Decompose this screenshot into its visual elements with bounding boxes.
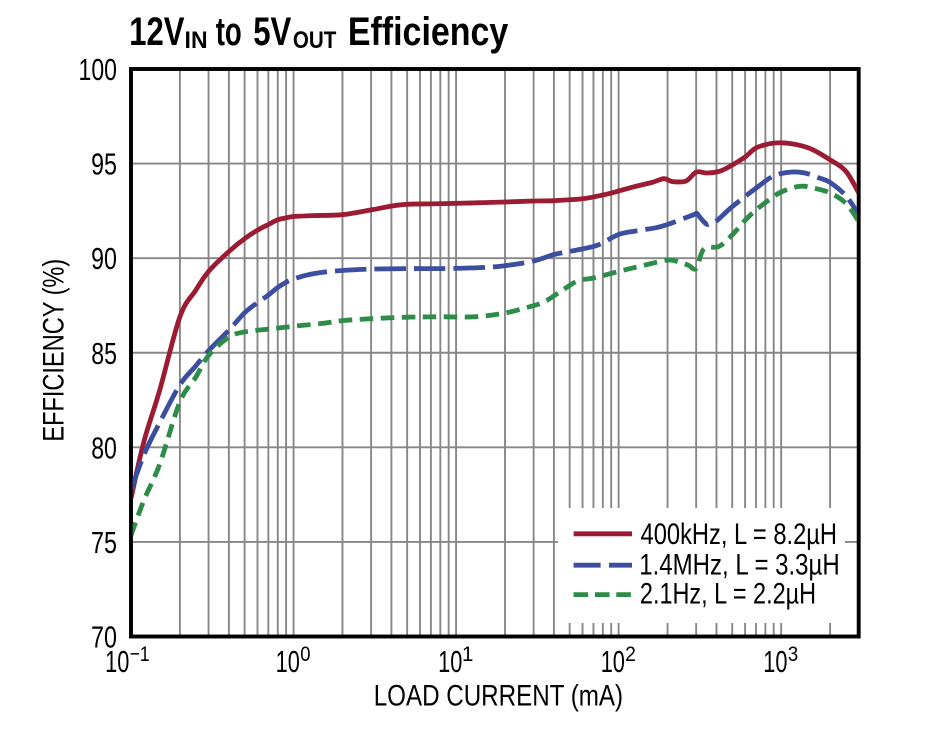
svg-text:70: 70 [91,619,117,654]
svg-text:400kHz, L = 8.2µH: 400kHz, L = 8.2µH [641,517,837,550]
svg-text:OUT: OUT [293,26,337,53]
svg-text:90: 90 [91,241,117,276]
svg-text:12V: 12V [129,10,185,54]
svg-text:1: 1 [462,643,473,666]
svg-text:10: 10 [763,644,787,679]
svg-text:80: 80 [91,431,117,465]
svg-text:10: 10 [276,644,300,679]
svg-text:Efficiency: Efficiency [348,10,509,54]
svg-text:−1: −1 [130,642,150,666]
svg-text:10: 10 [601,644,625,679]
svg-text:10: 10 [105,644,129,679]
svg-text:3: 3 [788,643,798,666]
svg-text:85: 85 [91,336,117,371]
svg-text:5V: 5V [253,10,291,54]
svg-text:to: to [216,10,242,54]
svg-text:EFFICIENCY (%): EFFICIENCY (%) [37,259,70,442]
svg-text:100: 100 [79,53,117,87]
svg-text:75: 75 [91,525,117,560]
svg-text:1.4MHz, L = 3.3µH: 1.4MHz, L = 3.3µH [639,547,839,581]
svg-text:95: 95 [91,146,117,181]
svg-text:2.1Hz, L = 2.2µH: 2.1Hz, L = 2.2µH [640,577,816,610]
svg-text:10: 10 [438,644,462,679]
svg-text:LOAD CURRENT (mA): LOAD CURRENT (mA) [374,678,623,712]
svg-text:2: 2 [625,643,636,666]
svg-text:IN: IN [185,26,208,54]
svg-text:0: 0 [300,643,310,666]
